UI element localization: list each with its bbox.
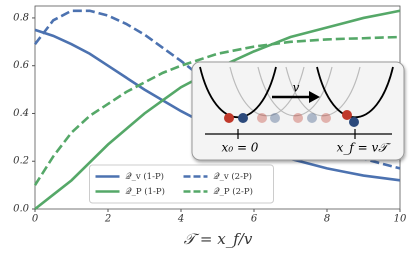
x-tick-label: 6 (251, 214, 258, 225)
start-label: x₀ = 0 (222, 141, 259, 155)
y-tick-label: 0.2 (13, 156, 29, 167)
start-well (199, 66, 277, 119)
line-series (33, 35, 401, 186)
y-tick-label: 0.4 (13, 108, 29, 119)
legend-frame (89, 164, 274, 204)
end-label: x_f = v𝒯 (337, 141, 392, 155)
legend-label: 𝒬_P (1-P) (126, 186, 165, 197)
x-tick-label: 2 (104, 214, 111, 225)
ball (342, 110, 352, 120)
x-tick-label: 4 (177, 214, 184, 225)
ball (224, 113, 234, 123)
velocity-label: v (293, 81, 300, 95)
x-tick-label: 10 (394, 214, 407, 225)
y-tick-label: 0.0 (13, 204, 30, 215)
x-axis-label: 𝒯 = x_f/v (184, 230, 253, 248)
ball (238, 113, 248, 123)
ghost-balls (257, 113, 331, 123)
legend: 𝒬_v (1-P) 𝒬_P (1-P) 𝒬_v (2-P) 𝒬_P (2-P) (89, 164, 274, 204)
legend-label: 𝒬_v (1-P) (126, 171, 165, 182)
y-tick-label: 0.6 (13, 60, 30, 71)
inset-diagram: v x₀ = 0 x_f = v𝒯 (191, 61, 405, 161)
legend-label: 𝒬_v (2-P) (214, 171, 253, 182)
ghost-wells (229, 66, 361, 117)
x-tick-label: 0 (32, 214, 39, 225)
y-tick-label: 0.8 (13, 12, 29, 23)
x-tick-label: 8 (324, 214, 330, 225)
legend-label: 𝒬_P (2-P) (214, 186, 253, 197)
inset-frame (191, 61, 405, 161)
arrow-head (309, 91, 320, 103)
ball (349, 117, 359, 127)
